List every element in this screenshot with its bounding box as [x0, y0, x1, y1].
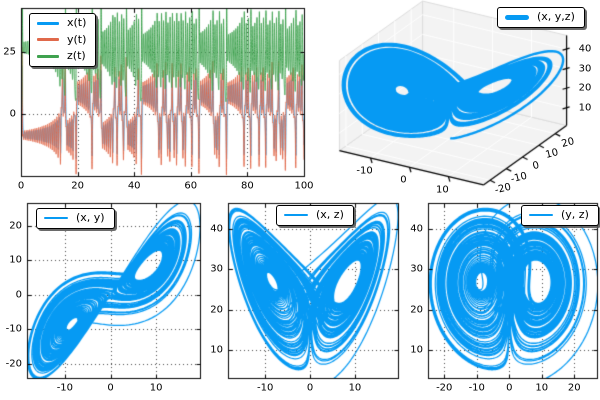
tick-label: 30	[210, 263, 223, 275]
tick-label: 0	[506, 382, 513, 394]
tick-label: 60	[184, 180, 198, 192]
tick-label: 0	[107, 382, 114, 394]
timeseries-legend: x(t) y(t) z(t)	[29, 13, 97, 67]
legend-item-yz: (y, z)	[529, 208, 589, 222]
tick-label: 10	[348, 382, 362, 394]
tick-label: 20	[210, 304, 223, 316]
tick-label: 0	[17, 180, 25, 192]
tick-label: 10	[436, 184, 449, 196]
tick-label: 10	[535, 382, 549, 394]
xy-line-swatch	[44, 217, 68, 220]
x-line-swatch	[37, 21, 59, 25]
tick-label: 80	[241, 180, 254, 192]
z-line-swatch	[37, 55, 59, 59]
tick-label: 40	[578, 43, 592, 55]
tick-label: -20	[5, 358, 22, 370]
tick-label: 20	[9, 220, 22, 232]
tick-label: 40	[410, 223, 423, 235]
legend-label-xz: (x, z)	[316, 208, 344, 221]
yz-line-swatch	[529, 214, 553, 217]
tick-label: 10	[9, 254, 22, 266]
tick-label: 0	[9, 108, 16, 120]
tick-label: 30	[410, 263, 423, 275]
tick-label: 10	[410, 344, 423, 356]
xz-line-swatch	[284, 214, 308, 217]
tick-label: 20	[410, 304, 423, 316]
tick-label: -10	[5, 323, 22, 335]
legend-label-xyz: (x, y,z)	[537, 10, 575, 23]
tick-label: 20	[578, 82, 592, 94]
tick-label: -10	[257, 382, 274, 394]
legend-item-z: z(t)	[37, 50, 86, 63]
legend-item-xy: (x, y)	[44, 211, 105, 225]
tick-label: -10	[356, 165, 373, 177]
tick-label: 20	[71, 180, 84, 192]
xyz-line-swatch	[505, 14, 529, 20]
legend-label-xy: (x, y)	[76, 211, 105, 224]
tick-label: 0	[15, 289, 22, 301]
legend-label-yz: (y, z)	[561, 208, 589, 221]
phase3d-legend: (x, y,z)	[497, 7, 585, 28]
legend-item-x: x(t)	[37, 16, 87, 30]
phase-xz-legend: (x, z)	[276, 205, 354, 226]
tick-label: -20	[436, 382, 453, 394]
legend-label-x: x(t)	[67, 16, 87, 29]
phase-yz-legend: (y, z)	[521, 205, 599, 226]
tick-label: 40	[127, 180, 141, 192]
tick-label: 25	[3, 46, 16, 58]
legend-item-y: y(t)	[37, 32, 87, 47]
legend-label-z: z(t)	[67, 49, 86, 63]
legend-item-xyz: (x, y,z)	[505, 10, 575, 24]
tick-label: 10	[149, 382, 163, 394]
tick-label: 10	[578, 102, 592, 114]
tick-label: 40	[210, 223, 223, 235]
tick-label: 0	[400, 174, 407, 186]
tick-label: -10	[468, 382, 485, 394]
y-line-swatch	[37, 38, 59, 42]
tick-label: 0	[306, 382, 314, 394]
legend-item-xz: (x, z)	[284, 208, 344, 222]
tick-label: 10	[210, 344, 223, 356]
tick-label: 30	[578, 63, 592, 75]
tick-label: -10	[56, 382, 74, 394]
phase-xy-legend: (x, y)	[36, 208, 115, 229]
tick-label: 100	[294, 180, 314, 192]
tick-label: 20	[567, 382, 581, 394]
legend-label-y: y(t)	[67, 32, 87, 46]
